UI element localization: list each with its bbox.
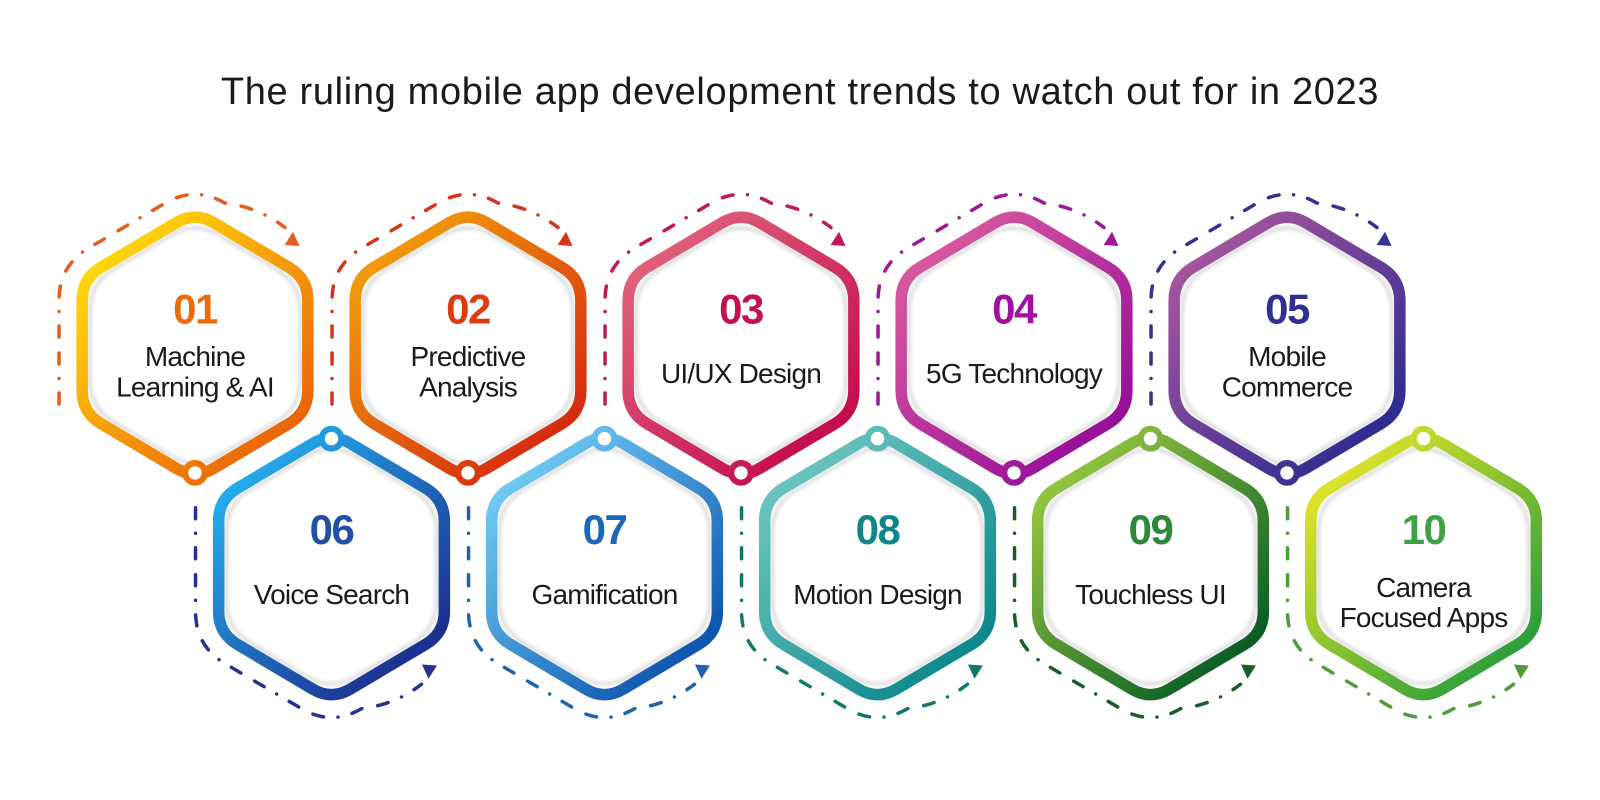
svg-text:01: 01 — [173, 285, 218, 332]
svg-text:03: 03 — [719, 285, 763, 332]
svg-text:Voice Search: Voice Search — [254, 579, 409, 610]
svg-text:UI/UX Design: UI/UX Design — [661, 358, 821, 389]
svg-text:Learning & AI: Learning & AI — [116, 372, 274, 403]
svg-text:Gamification: Gamification — [531, 579, 677, 610]
svg-text:Focused Apps: Focused Apps — [1340, 602, 1508, 633]
svg-text:09: 09 — [1129, 506, 1173, 553]
svg-text:The ruling mobile app developm: The ruling mobile app development trends… — [221, 71, 1379, 113]
svg-text:Commerce: Commerce — [1222, 372, 1353, 403]
svg-text:06: 06 — [310, 506, 354, 553]
svg-text:02: 02 — [446, 285, 490, 332]
svg-text:08: 08 — [856, 506, 901, 553]
svg-text:10: 10 — [1402, 506, 1446, 553]
svg-text:Camera: Camera — [1376, 572, 1472, 603]
svg-text:Analysis: Analysis — [419, 372, 517, 403]
svg-text:Motion Design: Motion Design — [793, 579, 962, 610]
svg-text:04: 04 — [992, 285, 1038, 332]
svg-text:Predictive: Predictive — [411, 341, 526, 372]
svg-text:Mobile: Mobile — [1248, 341, 1326, 372]
svg-text:Machine: Machine — [145, 341, 245, 372]
svg-text:Touchless UI: Touchless UI — [1075, 579, 1226, 610]
svg-text:05: 05 — [1265, 285, 1310, 332]
svg-text:07: 07 — [583, 506, 627, 553]
svg-text:5G Technology: 5G Technology — [926, 358, 1103, 389]
